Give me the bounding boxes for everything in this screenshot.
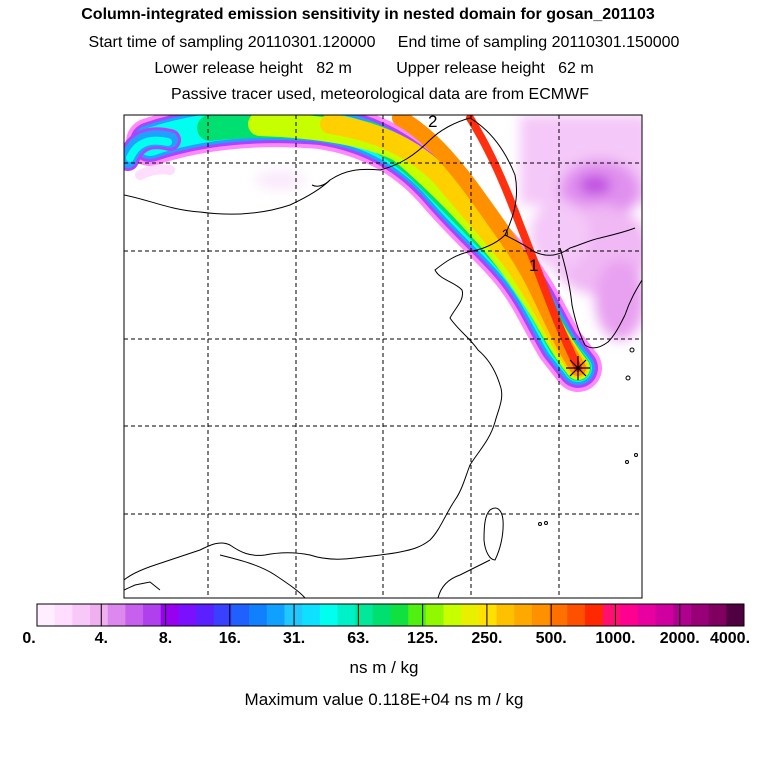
release-height-line: Lower release height 82 m Upper release … [154, 60, 594, 77]
maximum-value-text: Maximum value 0.118E+04 ns m / kg [244, 690, 524, 709]
colorbar-tick-label: 4000. [709, 630, 751, 647]
map-content: 2 1 [124, 112, 642, 598]
sampling-time-line: Start time of sampling 20110301.120000 E… [88, 34, 680, 51]
map-frame [123, 114, 643, 599]
colorbar-tick-label: 0. [22, 630, 36, 647]
colorbar-swatch [196, 604, 215, 626]
taiwan-island [483, 507, 504, 561]
colorbar-swatch [549, 604, 568, 626]
colorbar-swatch [655, 604, 674, 626]
colorbar-swatch [443, 604, 462, 626]
colorbar-tick-label: 63. [347, 630, 370, 647]
colorbar-swatch [249, 604, 268, 626]
colorbar-swatch [355, 604, 374, 626]
colorbar-swatch [266, 604, 285, 626]
colorbar-swatch [673, 604, 692, 626]
colorbar-frame [36, 603, 745, 627]
colorbar-swatch [125, 604, 144, 626]
colorbar-swatch [496, 604, 515, 626]
colorbar-swatch [602, 604, 621, 626]
colorbar-units: ns m / kg [349, 658, 419, 677]
colorbar-swatch [637, 604, 657, 626]
colorbar-swatch [54, 604, 73, 626]
graticule [124, 115, 642, 598]
colorbar-swatch [584, 604, 604, 626]
colorbar-swatch [620, 604, 639, 626]
small-islands [311, 179, 638, 526]
colorbar-tick-label: 4. [94, 630, 108, 647]
transport-plume [126, 115, 602, 392]
colorbar-tick-label: 1000. [595, 630, 636, 647]
colorbar-swatch [726, 604, 745, 626]
background-sensitivity-field [255, 115, 642, 340]
colorbar [36, 603, 745, 627]
colorbar-swatch [408, 604, 427, 626]
colorbar-swatch [160, 604, 179, 626]
receptor-star-marker [566, 356, 590, 380]
colorbar-tick-label: 500. [535, 630, 567, 647]
colorbar-swatch [461, 604, 480, 626]
colorbar-swatch [478, 604, 498, 626]
colorbar-tick-label: 8. [158, 630, 173, 647]
colorbar-swatch [531, 604, 551, 626]
colorbar-swatch [284, 604, 303, 626]
colorbar-swatch [372, 604, 391, 626]
colorbar-swatch [390, 604, 409, 626]
colorbar-swatch [143, 604, 162, 626]
colorbar-swatch [72, 604, 91, 626]
colorbar-swatch [425, 604, 445, 626]
cluster-label-2: 2 [428, 112, 437, 131]
colorbar-tick-label: 16. [218, 630, 241, 647]
coastlines [124, 117, 642, 598]
colorbar-tick-label: 250. [471, 630, 503, 647]
colorbar-tick-label: 2000. [659, 630, 700, 647]
colorbar-swatch [514, 604, 533, 626]
colorbar-tick-label: 125. [407, 630, 439, 647]
tracer-info-line: Passive tracer used, meteorological data… [171, 86, 589, 103]
cluster-label-1: 1 [529, 256, 538, 275]
colorbar-swatch [178, 604, 197, 626]
colorbar-tick-label: 31. [282, 630, 306, 647]
colorbar-swatch [708, 604, 727, 626]
colorbar-swatch [37, 604, 56, 626]
colorbar-swatch [107, 604, 126, 626]
colorbar-swatch [213, 604, 232, 626]
colorbar-swatch [319, 604, 338, 626]
colorbar-swatch [302, 604, 321, 626]
plume-western-tail [124, 127, 181, 180]
colorbar-swatch [567, 604, 586, 626]
plot-title: Column-integrated emission sensitivity i… [81, 6, 655, 23]
colorbar-swatch [690, 604, 710, 626]
colorbar-swatch [231, 604, 250, 626]
colorbar-swatch [90, 604, 109, 626]
colorbar-swatch [337, 604, 356, 626]
